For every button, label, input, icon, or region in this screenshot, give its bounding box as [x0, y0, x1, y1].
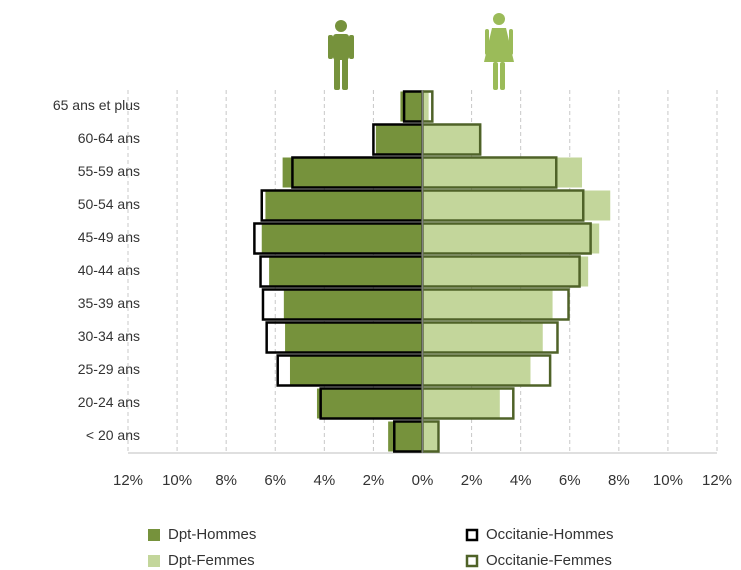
bar	[422, 421, 438, 452]
bar	[265, 190, 423, 221]
y-tick-label: 25-29 ans	[78, 361, 140, 377]
bar	[422, 256, 589, 287]
bar	[261, 223, 423, 254]
legend-swatch	[465, 528, 479, 542]
x-tick-label: 10%	[653, 472, 683, 489]
bar	[400, 91, 423, 122]
bar	[422, 322, 543, 353]
legend-label: Dpt-Femmes	[168, 552, 255, 569]
x-tick-label: 6%	[559, 472, 581, 489]
bar	[285, 322, 423, 353]
x-tick-label: 10%	[162, 472, 192, 489]
bar	[289, 355, 423, 386]
bar	[422, 157, 583, 188]
bar	[269, 256, 423, 287]
bar	[375, 124, 423, 155]
y-tick-label: < 20 ans	[86, 427, 140, 443]
bar	[422, 355, 531, 386]
bar	[422, 190, 611, 221]
legend-swatch	[465, 554, 479, 568]
legend-label: Dpt-Hommes	[168, 526, 256, 543]
bar	[422, 289, 553, 320]
bar	[422, 91, 429, 122]
y-tick-label: 30-34 ans	[78, 328, 140, 344]
x-tick-label: 4%	[510, 472, 532, 489]
y-tick-label: 65 ans et plus	[53, 97, 140, 113]
legend-label: Occitanie-Hommes	[486, 526, 614, 543]
bar	[422, 223, 600, 254]
legend-swatch	[148, 529, 160, 541]
x-tick-label: 8%	[608, 472, 630, 489]
y-tick-label: 55-59 ans	[78, 163, 140, 179]
bar	[422, 388, 500, 419]
x-tick-label: 12%	[702, 472, 732, 489]
legend-swatch	[148, 555, 160, 567]
woman-icon	[484, 13, 514, 90]
man-icon	[328, 20, 354, 90]
y-tick-label: 20-24 ans	[78, 394, 140, 410]
x-tick-label: 4%	[313, 472, 335, 489]
y-tick-label: 45-49 ans	[78, 229, 140, 245]
bar	[316, 388, 423, 419]
x-tick-label: 12%	[113, 472, 143, 489]
bar	[283, 289, 423, 320]
x-tick-label: 0%	[412, 472, 434, 489]
x-tick-label: 8%	[215, 472, 237, 489]
y-tick-label: 40-44 ans	[78, 262, 140, 278]
legend-label: Occitanie-Femmes	[486, 552, 612, 569]
x-tick-label: 6%	[264, 472, 286, 489]
bar	[422, 124, 482, 155]
y-tick-label: 50-54 ans	[78, 196, 140, 212]
x-tick-label: 2%	[461, 472, 483, 489]
bar	[282, 157, 423, 188]
y-tick-label: 35-39 ans	[78, 295, 140, 311]
y-tick-label: 60-64 ans	[78, 130, 140, 146]
x-tick-label: 2%	[363, 472, 385, 489]
